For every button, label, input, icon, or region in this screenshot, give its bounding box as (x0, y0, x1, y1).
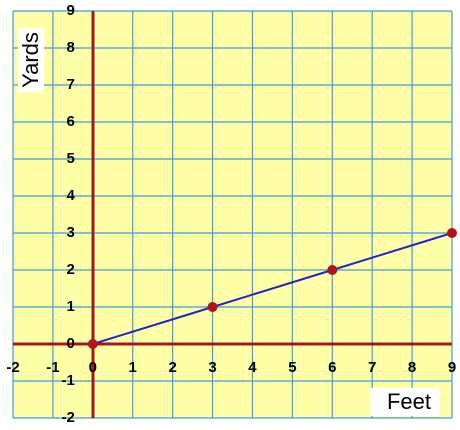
x-tick-label: 9 (448, 359, 456, 376)
y-tick-label: 4 (66, 187, 75, 204)
y-tick-label: -1 (61, 372, 74, 389)
y-tick-label: 6 (66, 113, 74, 130)
line (92, 232, 453, 345)
x-label-box (370, 388, 440, 416)
x-tick-label: 1 (129, 359, 137, 376)
y-axis-label: Yards (18, 32, 43, 88)
x-tick-label: -1 (46, 359, 59, 376)
point (447, 228, 457, 238)
point (327, 265, 338, 275)
x-tick-label: 8 (408, 359, 416, 376)
point (207, 302, 218, 312)
x-tick-label: 7 (368, 359, 376, 376)
y-tick-label: 9 (66, 2, 74, 19)
y-label-box (18, 28, 44, 92)
y-tick-label: 8 (66, 39, 74, 56)
y-tick-label: 1 (66, 298, 74, 315)
plot-area (13, 11, 452, 418)
x-tick-label: 5 (288, 359, 296, 376)
y-tick-label: 5 (66, 150, 74, 167)
y-tick-label: 0 (66, 335, 74, 352)
x-tick-label: 0 (89, 359, 97, 376)
x-tick-label: -2 (6, 359, 19, 376)
x-tick-label: 3 (208, 359, 216, 376)
x-tick-label: 6 (328, 359, 336, 376)
x-tick-label: 4 (248, 359, 257, 376)
y-tick-label: 7 (66, 76, 74, 93)
y-tick-label: 2 (66, 261, 74, 278)
x-axis-label: Feet (387, 389, 431, 414)
x-tick-label: 2 (168, 359, 176, 376)
y-tick-label: 3 (66, 224, 74, 241)
y-tick-label: -2 (61, 409, 74, 426)
point (87, 339, 98, 349)
grid (12, 10, 453, 419)
